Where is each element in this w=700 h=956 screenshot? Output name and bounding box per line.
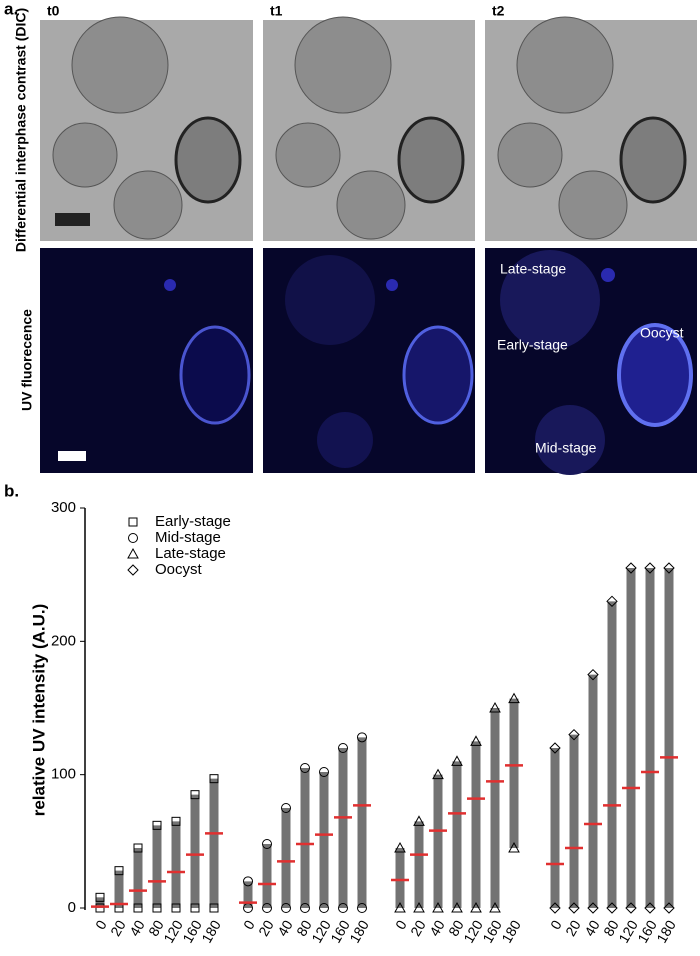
point: [338, 743, 348, 753]
point: [394, 901, 406, 913]
point: [128, 533, 138, 543]
point: [489, 901, 501, 913]
point: [508, 692, 520, 704]
annotation: Late-stage: [500, 261, 566, 277]
point: [413, 901, 425, 913]
x-tick-label: 20: [107, 917, 129, 939]
point: [606, 902, 618, 914]
point: [470, 735, 482, 746]
point: [171, 903, 181, 913]
point: [451, 901, 463, 913]
x-tick-label: 80: [293, 917, 315, 939]
point: [152, 903, 162, 913]
panel-label: b.: [4, 481, 19, 500]
point: [152, 820, 162, 830]
x-tick-label: 80: [600, 917, 622, 939]
point: [625, 562, 637, 574]
point: [432, 768, 444, 780]
point: [133, 843, 143, 853]
point: [114, 866, 124, 876]
legend-label: Early-stage: [155, 513, 231, 530]
point: [587, 902, 599, 914]
point: [243, 876, 253, 887]
annotation: Early-stage: [497, 337, 568, 353]
x-tick-label: 180: [653, 917, 679, 945]
point: [644, 902, 656, 914]
x-tick-label: 180: [198, 917, 224, 945]
point: [127, 547, 139, 559]
point: [606, 595, 618, 608]
x-tick-label: 40: [274, 917, 296, 939]
point: [568, 728, 580, 741]
point: [319, 903, 329, 913]
x-tick-label: 40: [581, 917, 603, 939]
x-tick-label: 80: [445, 917, 467, 939]
y-axis-label: relative UV intensity (A.U.): [29, 604, 48, 817]
x-tick-label: 20: [407, 917, 429, 939]
point: [190, 790, 200, 800]
dic-images: [40, 16, 697, 241]
row-label: Differential interphase contrast (DIC): [13, 8, 29, 252]
row-label: UV fluorecence: [19, 309, 35, 411]
point: [625, 902, 637, 914]
point: [281, 903, 291, 913]
y-tick-label: 300: [51, 499, 76, 516]
point: [190, 903, 200, 913]
point: [128, 517, 138, 527]
uv-images: [40, 248, 697, 475]
point: [489, 701, 501, 713]
time-label: t0: [47, 3, 60, 19]
point: [357, 903, 367, 913]
legend-label: Mid-stage: [155, 529, 221, 546]
point: [209, 903, 219, 913]
point: [413, 815, 425, 826]
time-label: t1: [270, 3, 283, 19]
x-tick-label: 40: [126, 917, 148, 939]
panel-label: a.: [4, 0, 18, 18]
point: [338, 903, 348, 913]
point: [357, 732, 367, 743]
x-tick-label: 20: [562, 917, 584, 939]
point: [663, 902, 675, 914]
point: [394, 841, 406, 853]
point: [587, 668, 599, 681]
point: [470, 901, 482, 913]
x-tick-label: 20: [255, 917, 277, 939]
point: [281, 803, 291, 813]
point: [95, 903, 105, 913]
point: [549, 902, 561, 914]
time-label: t2: [492, 3, 505, 19]
x-tick-label: 180: [346, 917, 372, 945]
point: [133, 903, 143, 913]
x-tick-label: 40: [426, 917, 448, 939]
point: [568, 902, 580, 914]
point: [508, 841, 520, 853]
point: [663, 562, 675, 574]
y-tick-label: 200: [51, 632, 76, 649]
point: [95, 892, 105, 902]
point: [300, 903, 310, 913]
y-tick-label: 100: [51, 766, 76, 783]
point: [127, 564, 139, 576]
x-tick-label: 80: [145, 917, 167, 939]
point: [451, 755, 463, 766]
legend-label: Oocyst: [155, 561, 203, 578]
point: [319, 767, 329, 777]
annotation: Oocyst: [640, 325, 684, 341]
point: [171, 816, 181, 826]
point: [432, 901, 444, 913]
point: [300, 763, 310, 773]
point: [262, 903, 272, 913]
point: [644, 562, 656, 574]
point: [549, 742, 561, 754]
y-tick-label: 0: [68, 899, 76, 916]
point: [262, 839, 272, 849]
legend-label: Late-stage: [155, 545, 226, 562]
annotation: Mid-stage: [535, 440, 597, 456]
x-tick-label: 180: [498, 917, 524, 945]
point: [209, 774, 219, 784]
